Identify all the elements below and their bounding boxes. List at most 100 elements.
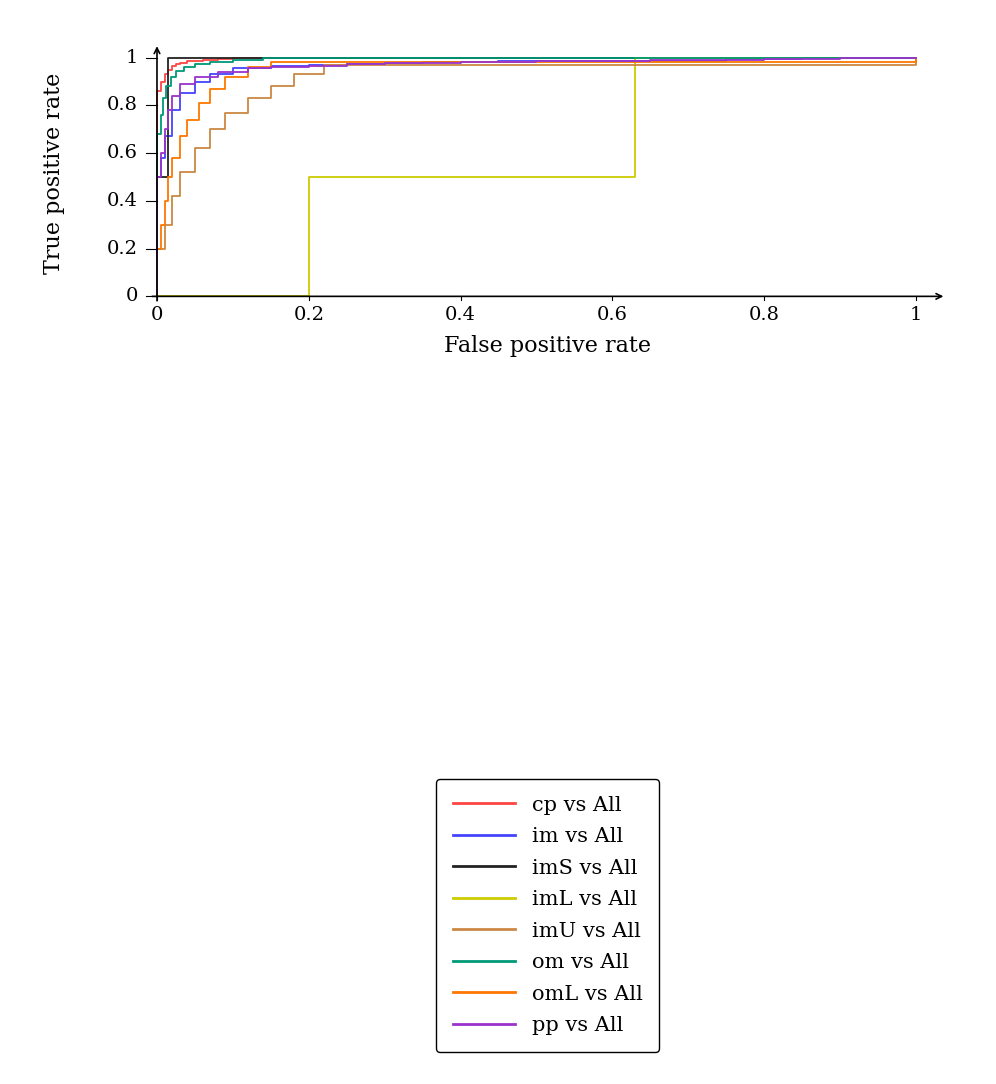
imL vs All <box>629 170 641 183</box>
Line: omL vs All: omL vs All <box>157 57 916 296</box>
cp vs All <box>196 53 208 66</box>
im vs All <box>796 52 808 65</box>
om vs All <box>257 51 269 64</box>
im vs All <box>151 289 163 302</box>
pp vs All <box>242 62 254 75</box>
Text: 0.4: 0.4 <box>107 192 138 210</box>
im vs All <box>416 56 428 69</box>
imS vs All <box>910 51 922 64</box>
omL vs All <box>151 242 163 255</box>
pp vs All <box>910 51 922 64</box>
pp vs All <box>162 104 174 117</box>
imS vs All <box>644 51 656 64</box>
Text: 0: 0 <box>150 306 163 324</box>
im vs All <box>303 59 315 72</box>
Line: pp vs All: pp vs All <box>157 57 916 296</box>
imU vs All <box>189 142 201 155</box>
imL vs All <box>151 289 163 302</box>
cp vs All <box>170 57 182 70</box>
imU vs All <box>318 59 330 72</box>
pp vs All <box>454 55 466 68</box>
Line: cp vs All: cp vs All <box>157 57 916 296</box>
Line: imU vs All: imU vs All <box>157 57 916 296</box>
cp vs All <box>162 63 174 76</box>
omL vs All <box>162 170 174 183</box>
om vs All <box>189 57 201 70</box>
imU vs All <box>151 242 163 255</box>
Legend: cp vs All, im vs All, imS vs All, imL vs All, imU vs All, om vs All, omL vs All,: cp vs All, im vs All, imS vs All, imL vs… <box>436 779 659 1051</box>
imU vs All <box>265 80 277 93</box>
imU vs All <box>219 106 231 119</box>
om vs All <box>910 51 922 64</box>
im vs All <box>166 104 178 117</box>
imU vs All <box>158 218 170 231</box>
Line: imS vs All: imS vs All <box>157 57 916 296</box>
imU vs All <box>242 92 254 105</box>
imS vs All <box>151 289 163 302</box>
im vs All <box>341 57 353 70</box>
Text: True positive rate: True positive rate <box>43 73 65 274</box>
cp vs All <box>910 51 922 64</box>
omL vs All <box>204 82 216 95</box>
cp vs All <box>173 56 185 69</box>
im vs All <box>227 62 239 75</box>
omL vs All <box>166 152 178 165</box>
om vs All <box>151 128 163 141</box>
omL vs All <box>219 70 231 83</box>
cp vs All <box>166 60 178 73</box>
om vs All <box>151 289 163 302</box>
pp vs All <box>173 77 185 90</box>
om vs All <box>177 61 189 74</box>
Text: 1: 1 <box>909 306 922 324</box>
Text: 0.8: 0.8 <box>107 96 138 115</box>
pp vs All <box>834 52 846 65</box>
Text: 0.4: 0.4 <box>445 306 476 324</box>
pp vs All <box>158 122 170 136</box>
om vs All <box>227 53 239 66</box>
om vs All <box>164 70 176 83</box>
Text: 0.2: 0.2 <box>293 306 325 324</box>
omL vs All <box>151 289 163 302</box>
pp vs All <box>758 52 770 65</box>
omL vs All <box>158 194 170 207</box>
cp vs All <box>227 52 239 65</box>
imS vs All <box>151 170 163 183</box>
imU vs All <box>204 122 216 136</box>
pp vs All <box>151 289 163 302</box>
pp vs All <box>151 170 163 183</box>
Text: 0.6: 0.6 <box>597 306 627 324</box>
Line: om vs All: om vs All <box>157 57 916 296</box>
im vs All <box>454 55 466 68</box>
cp vs All <box>158 68 170 81</box>
im vs All <box>720 53 732 66</box>
im vs All <box>910 51 922 64</box>
cp vs All <box>151 289 163 302</box>
omL vs All <box>154 218 166 231</box>
im vs All <box>492 55 504 68</box>
omL vs All <box>910 51 922 64</box>
Line: im vs All: im vs All <box>157 57 916 296</box>
pp vs All <box>378 56 390 69</box>
cp vs All <box>181 55 193 68</box>
om vs All <box>204 55 216 68</box>
im vs All <box>265 60 277 73</box>
Line: imL vs All: imL vs All <box>157 57 916 296</box>
om vs All <box>160 80 172 93</box>
omL vs All <box>181 113 193 126</box>
cp vs All <box>151 85 163 98</box>
Text: False positive rate: False positive rate <box>444 335 651 357</box>
cp vs All <box>242 51 254 64</box>
pp vs All <box>154 146 166 159</box>
im vs All <box>204 68 216 81</box>
pp vs All <box>416 56 428 69</box>
im vs All <box>173 87 185 100</box>
omL vs All <box>193 96 205 109</box>
om vs All <box>154 108 166 121</box>
im vs All <box>154 152 166 165</box>
im vs All <box>189 75 201 88</box>
imU vs All <box>288 68 300 81</box>
imU vs All <box>173 166 185 179</box>
im vs All <box>644 54 656 67</box>
imU vs All <box>166 190 178 203</box>
cp vs All <box>212 52 224 65</box>
